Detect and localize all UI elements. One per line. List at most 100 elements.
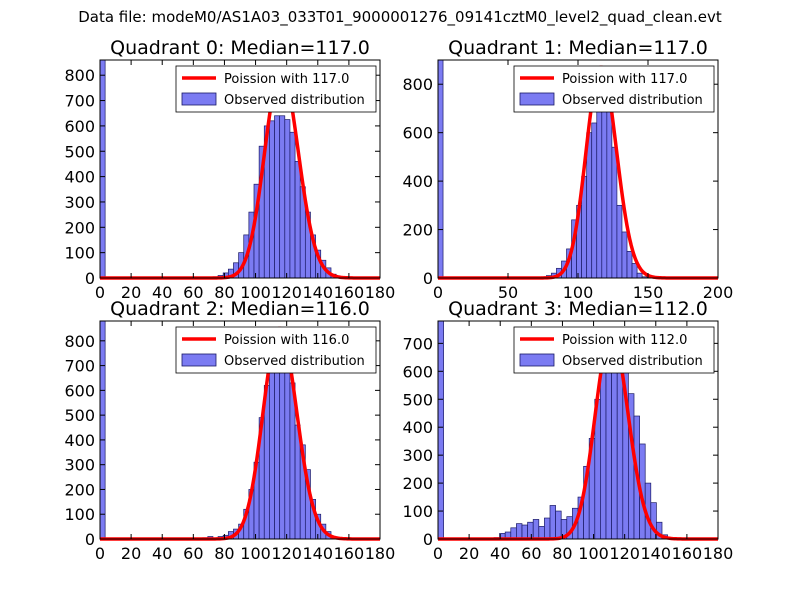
y-tick-label: 600 bbox=[64, 117, 95, 136]
y-tick-label: 700 bbox=[402, 334, 433, 353]
y-tick-label: 500 bbox=[64, 142, 95, 161]
x-tick-label: 100 bbox=[240, 544, 271, 563]
x-tick-label: 0 bbox=[433, 544, 443, 563]
y-tick-label: 600 bbox=[402, 124, 433, 143]
histogram-bar bbox=[294, 161, 301, 279]
legend: Poission with 112.0 Observed distribution bbox=[513, 326, 715, 374]
histogram-bar bbox=[269, 360, 275, 540]
histogram-bar bbox=[532, 519, 540, 540]
x-tick-label: 200 bbox=[703, 283, 734, 302]
histogram-bar bbox=[274, 115, 281, 279]
histogram-bar bbox=[437, 320, 444, 540]
y-tick-label: 800 bbox=[64, 332, 95, 351]
panel-2: 0 20 40 60 80 100 120 140 160 1800100200300400500… bbox=[64, 298, 395, 563]
legend-bar-swatch bbox=[519, 92, 555, 106]
y-tick-label: 300 bbox=[402, 446, 433, 465]
x-tick-label: 100 bbox=[578, 544, 609, 563]
histogram-bar bbox=[284, 119, 291, 279]
figure-title: Data file: modeM0/AS1A03_033T01_90000012… bbox=[78, 8, 722, 26]
x-tick-label: 40 bbox=[490, 544, 510, 563]
y-tick-label: 200 bbox=[402, 221, 433, 240]
histogram-bar bbox=[99, 320, 106, 540]
axes-frame bbox=[99, 59, 381, 279]
histogram-bar bbox=[591, 122, 598, 279]
y-tick-label: 200 bbox=[64, 480, 95, 499]
x-tick-label: 20 bbox=[121, 544, 141, 563]
legend-label-observed: Observed distribution bbox=[224, 354, 365, 369]
y-tick-label: 600 bbox=[402, 362, 433, 381]
histogram-bar bbox=[611, 146, 618, 279]
x-tick-label: 120 bbox=[609, 544, 640, 563]
x-tick-label: 60 bbox=[183, 283, 203, 302]
y-tick-label: 100 bbox=[64, 244, 95, 263]
legend-box bbox=[175, 326, 377, 374]
panel-1: 0 50 100 150 200 0 200 400 600 800 Quadrant 1: Med… bbox=[402, 37, 733, 302]
legend-bar-swatch bbox=[181, 92, 217, 106]
y-tick-label: 200 bbox=[402, 474, 433, 493]
legend-bar-swatch bbox=[519, 353, 555, 367]
x-tick-label: 120 bbox=[271, 283, 302, 302]
x-tick-label: 40 bbox=[152, 544, 172, 563]
histogram-bar bbox=[600, 370, 607, 540]
histogram-bar bbox=[631, 263, 638, 279]
y-tick-label: 800 bbox=[402, 75, 433, 94]
x-tick-label: 50 bbox=[498, 283, 518, 302]
histogram-bar bbox=[538, 526, 545, 540]
panel-title: Quadrant 0: Median=117.0 bbox=[110, 37, 370, 59]
histogram-bar bbox=[621, 231, 628, 279]
y-tick-label: 200 bbox=[64, 218, 95, 237]
x-tick-label: 140 bbox=[641, 544, 672, 563]
x-tick-label: 180 bbox=[365, 283, 396, 302]
legend-label-observed: Observed distribution bbox=[562, 93, 703, 108]
y-tick-label: 0 bbox=[423, 530, 433, 549]
y-tick-label: 500 bbox=[402, 390, 433, 409]
y-tick-label: 400 bbox=[402, 418, 433, 437]
y-tick-label: 400 bbox=[64, 168, 95, 187]
y-tick-label: 700 bbox=[64, 92, 95, 111]
x-tick-label: 80 bbox=[552, 544, 572, 563]
x-tick-label: 100 bbox=[563, 283, 594, 302]
y-tick-label: 300 bbox=[64, 456, 95, 475]
axes-frame bbox=[99, 320, 381, 540]
histogram-bar bbox=[284, 345, 291, 540]
x-tick-label: 60 bbox=[521, 544, 541, 563]
panel-3: 0 20 40 60 80 100 120 140 160 1800100200300400500… bbox=[402, 298, 733, 563]
legend-label-poisson: Poission with 112.0 bbox=[562, 333, 687, 348]
histogram-bar bbox=[274, 355, 281, 540]
x-tick-label: 140 bbox=[303, 544, 334, 563]
histogram-bar bbox=[437, 59, 444, 279]
legend: Poission with 117.0 Observed distribution bbox=[513, 65, 715, 113]
histogram-bar bbox=[544, 517, 551, 540]
x-tick-label: 0 bbox=[95, 283, 105, 302]
legend-label-observed: Observed distribution bbox=[224, 93, 365, 108]
x-tick-label: 120 bbox=[271, 544, 302, 563]
y-tick-label: 700 bbox=[64, 357, 95, 376]
legend: Poission with 116.0 Observed distribution bbox=[175, 326, 377, 374]
panel-title: Quadrant 3: Median=112.0 bbox=[448, 298, 708, 320]
x-tick-label: 160 bbox=[672, 544, 703, 563]
histogram-bar bbox=[279, 350, 286, 540]
histogram-bar bbox=[521, 524, 528, 540]
legend: Poission with 117.0 Observed distribution bbox=[175, 65, 377, 113]
histogram-bar bbox=[555, 510, 562, 540]
histogram-bar bbox=[636, 272, 643, 279]
histogram-bar bbox=[527, 521, 534, 540]
y-tick-label: 0 bbox=[423, 269, 433, 288]
x-tick-label: 20 bbox=[459, 544, 479, 563]
histogram-bar bbox=[606, 98, 613, 279]
histogram-bar bbox=[99, 59, 106, 279]
histogram-bar bbox=[269, 120, 275, 279]
histogram-bar bbox=[596, 93, 603, 279]
x-tick-label: 40 bbox=[152, 283, 172, 302]
y-tick-label: 0 bbox=[85, 269, 95, 288]
x-tick-label: 80 bbox=[214, 283, 234, 302]
x-tick-label: 140 bbox=[303, 283, 334, 302]
x-tick-label: 150 bbox=[633, 283, 664, 302]
axes-frame bbox=[437, 320, 719, 540]
legend-bar-swatch bbox=[181, 353, 217, 367]
y-tick-label: 600 bbox=[64, 381, 95, 400]
x-tick-label: 0 bbox=[433, 283, 443, 302]
x-tick-label: 180 bbox=[365, 544, 396, 563]
y-tick-label: 0 bbox=[85, 530, 95, 549]
